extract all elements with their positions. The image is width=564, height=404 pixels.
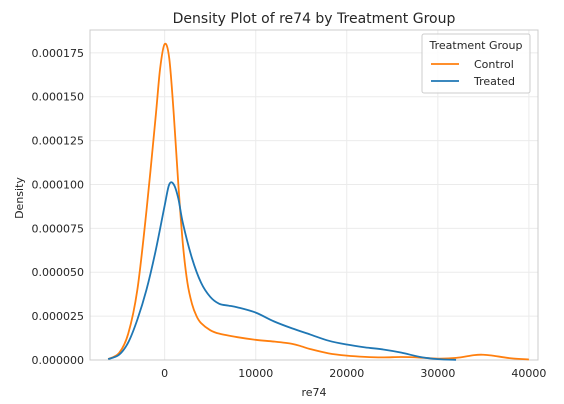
grid <box>90 30 538 361</box>
y-tick-label: 0.000175 <box>32 47 85 60</box>
y-tick-label: 0.000075 <box>32 222 85 235</box>
legend-label-treated: Treated <box>473 75 515 88</box>
legend-label-control: Control <box>474 58 514 71</box>
y-tick-labels: 0.000000 0.000025 0.000050 0.000075 0.000100… <box>32 47 85 367</box>
series-layer <box>107 42 529 361</box>
y-axis-label: Density <box>13 177 26 219</box>
y-tick-label: 0.000150 <box>32 91 85 104</box>
plot-frame <box>89 29 539 361</box>
y-tick-label: 0.000025 <box>32 310 85 323</box>
x-tick-labels: 0 10000 20000 30000 40000 <box>161 367 546 380</box>
legend: Treatment Group Control Treated <box>421 33 531 94</box>
x-tick-label: 40000 <box>511 367 546 380</box>
legend-box <box>421 33 531 94</box>
y-tick-label: 0.000050 <box>32 266 85 279</box>
x-tick-label: 10000 <box>238 367 273 380</box>
y-tick-label: 0.000000 <box>32 354 85 367</box>
y-tick-label: 0.000125 <box>32 135 85 148</box>
chart-title: Density Plot of re74 by Treatment Group <box>173 11 456 27</box>
x-tick-label: 0 <box>161 367 168 380</box>
legend-title: Treatment Group <box>429 39 523 52</box>
x-axis-label: re74 <box>301 386 326 399</box>
y-tick-label: 0.000100 <box>32 178 85 191</box>
x-tick-label: 30000 <box>420 367 455 380</box>
x-tick-label: 20000 <box>329 367 364 380</box>
series-line-treated <box>107 181 457 361</box>
